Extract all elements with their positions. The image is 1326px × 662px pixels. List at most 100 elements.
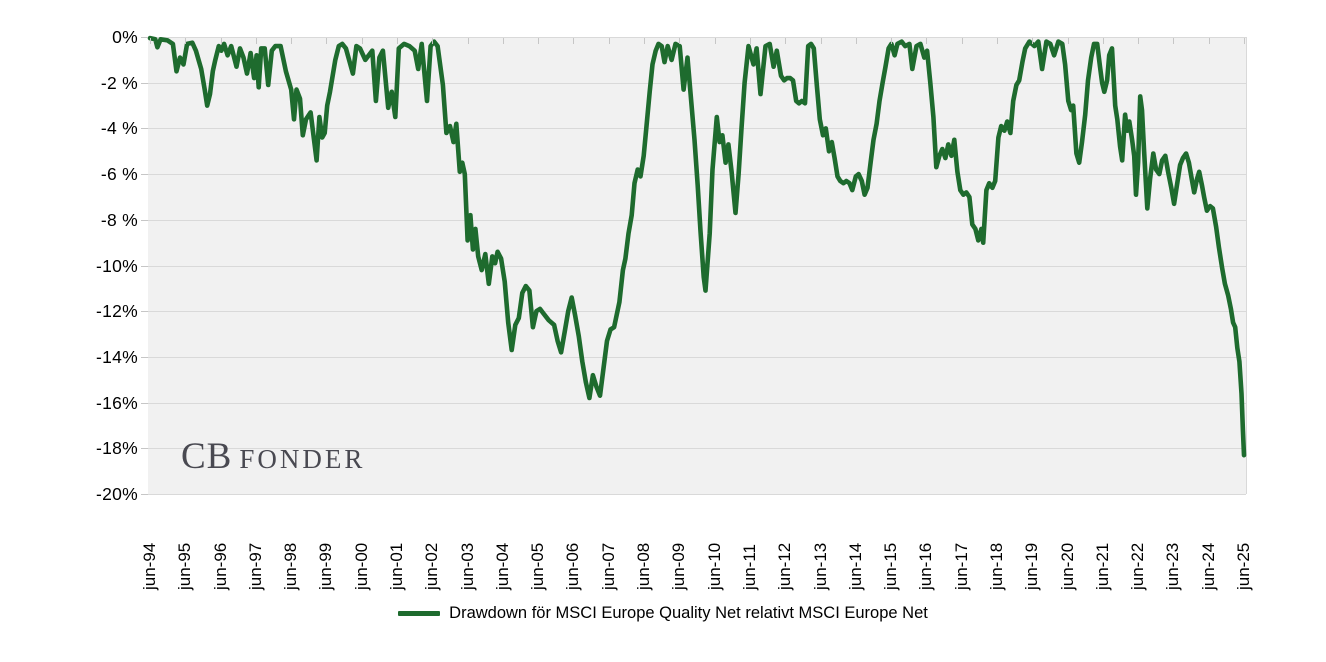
- x-axis-tick: [679, 38, 680, 44]
- x-axis-label: jun-14: [846, 542, 865, 590]
- legend-label: Drawdown för MSCI Europe Quality Net rel…: [449, 604, 928, 622]
- x-axis-label: jun-22: [1128, 542, 1147, 590]
- x-axis-label: jun-95: [175, 542, 194, 590]
- y-axis-label: 0%: [112, 27, 138, 47]
- x-axis-tick: [821, 38, 822, 44]
- x-axis-label: jun-19: [1022, 542, 1041, 590]
- x-axis-tick: [1209, 38, 1210, 44]
- x-axis-label: jun-15: [881, 542, 900, 590]
- x-axis-tick: [1068, 38, 1069, 44]
- y-axis-label: -18%: [95, 438, 138, 458]
- x-axis-label: jun-05: [528, 542, 547, 590]
- legend: Drawdown för MSCI Europe Quality Net rel…: [0, 604, 1326, 623]
- x-axis-tick: [468, 38, 469, 44]
- gridline: [148, 37, 1246, 38]
- y-axis-tick: [141, 494, 148, 495]
- x-axis-tick: [503, 38, 504, 44]
- y-axis-label: -16%: [95, 393, 138, 413]
- x-axis-label: jun-02: [422, 542, 441, 590]
- x-axis-tick: [397, 38, 398, 44]
- x-axis-label: jun-17: [952, 542, 971, 590]
- x-axis-tick: [291, 38, 292, 44]
- y-axis-label: -4 %: [100, 118, 138, 138]
- y-axis-tick: [141, 311, 148, 312]
- x-axis-tick: [644, 38, 645, 44]
- cb-fonder-logo: CB FONDER: [181, 435, 365, 478]
- y-axis-tick: [141, 403, 148, 404]
- gridline: [148, 83, 1246, 84]
- x-axis-tick: [891, 38, 892, 44]
- drawdown-line-series: [147, 35, 1247, 458]
- y-axis-tick: [141, 83, 148, 84]
- x-axis-label: jun-18: [987, 542, 1006, 590]
- y-axis-label: -8 %: [100, 210, 138, 230]
- x-axis-tick: [609, 38, 610, 44]
- legend-line-swatch: [398, 611, 441, 616]
- x-axis-label: jun-06: [563, 542, 582, 590]
- x-axis-label: jun-04: [493, 542, 512, 590]
- x-axis-label: jun-98: [281, 542, 300, 590]
- y-axis-tick: [141, 220, 148, 221]
- y-axis-label: -2 %: [100, 73, 138, 93]
- x-axis-tick: [150, 38, 151, 44]
- x-axis-label: jun-96: [211, 542, 230, 590]
- y-axis-label: -10%: [95, 256, 138, 276]
- x-axis-label: jun-09: [669, 542, 688, 590]
- x-axis-label: jun-00: [352, 542, 371, 590]
- y-axis-tick: [141, 357, 148, 358]
- x-axis-label: jun-25: [1234, 542, 1253, 590]
- gridline: [148, 128, 1246, 129]
- y-axis-label: -12%: [95, 301, 138, 321]
- x-axis-tick: [326, 38, 327, 44]
- x-axis-tick: [362, 38, 363, 44]
- gridline: [148, 494, 1246, 495]
- y-axis-tick: [141, 174, 148, 175]
- y-axis-tick: [141, 128, 148, 129]
- x-axis-tick: [432, 38, 433, 44]
- gridline: [148, 311, 1246, 312]
- x-axis-tick: [1032, 38, 1033, 44]
- x-axis-label: jun-20: [1058, 542, 1077, 590]
- x-axis-label: jun-99: [316, 542, 335, 590]
- gridline: [148, 266, 1246, 267]
- x-axis-tick: [962, 38, 963, 44]
- plot-area: CB FONDER: [147, 35, 1247, 495]
- x-axis-tick: [221, 38, 222, 44]
- x-axis-label: jun-97: [246, 542, 265, 590]
- logo-fonder-text: FONDER: [239, 444, 366, 474]
- x-axis-label: jun-23: [1163, 542, 1182, 590]
- y-axis-tick: [141, 37, 148, 38]
- x-axis-tick: [785, 38, 786, 44]
- x-axis-label: jun-21: [1093, 542, 1112, 590]
- x-axis-tick: [856, 38, 857, 44]
- y-axis-label: -6 %: [100, 164, 138, 184]
- logo-cb-text: CB: [181, 436, 233, 477]
- x-axis-tick: [1138, 38, 1139, 44]
- x-axis-tick: [997, 38, 998, 44]
- x-axis-label: jun-11: [740, 544, 759, 590]
- gridline: [148, 403, 1246, 404]
- x-axis-tick: [185, 38, 186, 44]
- x-axis-tick: [256, 38, 257, 44]
- x-axis-tick: [1173, 38, 1174, 44]
- x-axis-label: jun-12: [775, 542, 794, 590]
- x-axis-tick: [715, 38, 716, 44]
- gridline: [148, 448, 1246, 449]
- x-axis-label: jun-08: [634, 542, 653, 590]
- x-axis-label: jun-16: [916, 542, 935, 590]
- x-axis-label: jun-03: [458, 542, 477, 590]
- y-axis-label: -20%: [95, 484, 138, 504]
- x-axis-label: jun-13: [811, 542, 830, 590]
- x-axis-label: jun-07: [599, 542, 618, 590]
- x-axis-tick: [538, 38, 539, 44]
- y-axis-label: -14%: [95, 347, 138, 367]
- x-axis-label: jun-10: [705, 542, 724, 590]
- y-axis-tick: [141, 266, 148, 267]
- x-axis-tick: [926, 38, 927, 44]
- x-axis-label: jun-01: [387, 542, 406, 590]
- y-axis-tick: [141, 448, 148, 449]
- gridline: [148, 220, 1246, 221]
- x-axis-tick: [1103, 38, 1104, 44]
- x-axis-tick: [1244, 38, 1245, 44]
